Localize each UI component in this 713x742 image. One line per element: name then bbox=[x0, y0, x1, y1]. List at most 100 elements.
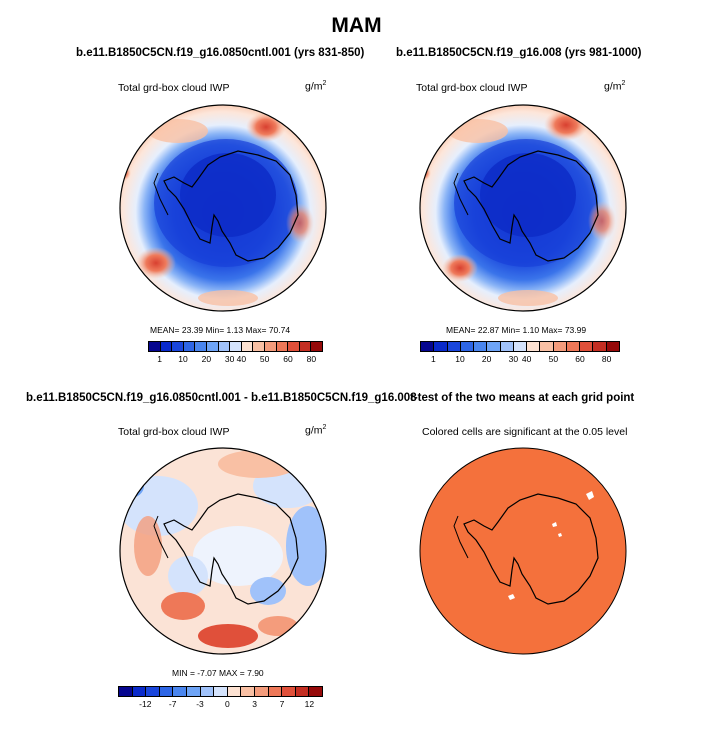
panel2-colorbar bbox=[420, 341, 620, 352]
panel2-map-border bbox=[419, 104, 627, 312]
colorbar-swatch bbox=[241, 342, 254, 351]
colorbar-swatch bbox=[149, 342, 161, 351]
colorbar-swatch bbox=[218, 342, 231, 351]
panel2-peninsula bbox=[453, 172, 469, 216]
panel2-map bbox=[419, 104, 627, 312]
colorbar-swatch bbox=[268, 687, 283, 696]
colorbar-swatch bbox=[173, 687, 187, 696]
colorbar-tick-label: 1 bbox=[430, 354, 436, 364]
colorbar-swatch bbox=[474, 342, 488, 351]
panel4-map-border bbox=[419, 447, 627, 655]
colorbar-swatch bbox=[159, 687, 174, 696]
colorbar-tick-label: 30 bbox=[508, 354, 519, 364]
panel1-stats: MEAN= 23.39 Min= 1.13 Max= 70.74 bbox=[150, 325, 291, 335]
colorbar-tick-label: 7 bbox=[279, 699, 285, 709]
colorbar-tick-label: 3 bbox=[252, 699, 258, 709]
colorbar-tick-label: 50 bbox=[548, 354, 559, 364]
panel4-subtitle: Colored cells are significant at the 0.0… bbox=[422, 426, 628, 438]
panel1-title: b.e11.B1850C5CN.f19_g16.0850cntl.001 (yr… bbox=[76, 47, 365, 59]
colorbar-swatch bbox=[447, 342, 461, 351]
colorbar-tick-label: 20 bbox=[201, 354, 212, 364]
panel3-subtitle: Total grd-box cloud IWP bbox=[118, 426, 230, 438]
colorbar-swatch bbox=[132, 687, 147, 696]
colorbar-swatch bbox=[460, 342, 475, 351]
colorbar-swatch bbox=[527, 342, 541, 351]
colorbar-swatch bbox=[282, 687, 296, 696]
panel2-colorbar-labels: 1 10 20 30 40 50 60 80 bbox=[420, 354, 620, 366]
panel4-title: t-test of the two means at each grid poi… bbox=[410, 392, 635, 404]
colorbar-swatch bbox=[254, 687, 269, 696]
panel1-map-border bbox=[119, 104, 327, 312]
colorbar-tick-label: 80 bbox=[306, 354, 317, 364]
colorbar-swatch bbox=[214, 687, 228, 696]
colorbar-swatch bbox=[299, 342, 312, 351]
colorbar-tick-label: 10 bbox=[455, 354, 465, 364]
colorbar-swatch bbox=[309, 687, 322, 696]
colorbar-swatch bbox=[119, 687, 133, 696]
panel2-coastline bbox=[463, 150, 599, 262]
colorbar-tick-label: 30 bbox=[224, 354, 235, 364]
panel1-coastline bbox=[163, 150, 299, 262]
colorbar-swatch bbox=[160, 342, 173, 351]
panel1-subtitle: Total grd-box cloud IWP bbox=[118, 82, 230, 94]
colorbar-swatch bbox=[487, 342, 501, 351]
panel1-units: g/m2 bbox=[305, 80, 327, 93]
colorbar-swatch bbox=[200, 687, 215, 696]
colorbar-swatch bbox=[288, 342, 300, 351]
colorbar-tick-label: 50 bbox=[259, 354, 270, 364]
panel3-stats: MIN = -7.07 MAX = 7.90 bbox=[172, 668, 264, 678]
colorbar-swatch bbox=[186, 687, 201, 696]
colorbar-tick-label: 80 bbox=[601, 354, 612, 364]
colorbar-tick-label: -3 bbox=[196, 699, 204, 709]
colorbar-swatch bbox=[513, 342, 528, 351]
panel2-title: b.e11.B1850C5CN.f19_g16.008 (yrs 981-100… bbox=[396, 47, 642, 59]
colorbar-swatch bbox=[606, 342, 619, 351]
colorbar-swatch bbox=[434, 342, 448, 351]
colorbar-tick-label: 0 bbox=[224, 699, 230, 709]
colorbar-swatch bbox=[253, 342, 265, 351]
colorbar-swatch bbox=[311, 342, 322, 351]
panel3-map bbox=[119, 447, 327, 655]
colorbar-swatch bbox=[264, 342, 277, 351]
panel2-units: g/m2 bbox=[604, 80, 626, 93]
main-title: MAM bbox=[331, 14, 382, 37]
colorbar-tick-label: 20 bbox=[481, 354, 492, 364]
panel3-units: g/m2 bbox=[305, 424, 327, 437]
colorbar-swatch bbox=[230, 342, 242, 351]
panel4-nonsignificant-cell bbox=[558, 533, 562, 537]
panel1-colorbar bbox=[148, 341, 323, 352]
colorbar-swatch bbox=[206, 342, 219, 351]
panel1-peninsula bbox=[153, 172, 169, 216]
panel3-map-border bbox=[119, 447, 327, 655]
colorbar-swatch bbox=[421, 342, 435, 351]
panel3-positive-region bbox=[161, 592, 205, 620]
colorbar-swatch bbox=[540, 342, 554, 351]
panel4-nonsignificant-cell bbox=[586, 491, 594, 500]
panel2-stats: MEAN= 22.87 Min= 1.10 Max= 73.99 bbox=[446, 325, 587, 335]
colorbar-swatch bbox=[500, 342, 514, 351]
colorbar-swatch bbox=[183, 342, 196, 351]
panel4-coastline bbox=[463, 493, 599, 605]
colorbar-swatch bbox=[227, 687, 242, 696]
colorbar-tick-label: 12 bbox=[304, 699, 315, 709]
colorbar-swatch bbox=[276, 342, 289, 351]
colorbar-swatch bbox=[580, 342, 594, 351]
colorbar-swatch bbox=[566, 342, 581, 351]
colorbar-tick-label: 40 bbox=[521, 354, 532, 364]
colorbar-tick-label: 60 bbox=[575, 354, 585, 364]
colorbar-swatch bbox=[295, 687, 310, 696]
colorbar-tick-label: 10 bbox=[178, 354, 188, 364]
colorbar-swatch bbox=[195, 342, 207, 351]
panel1-high-region bbox=[246, 112, 286, 142]
colorbar-tick-label: 40 bbox=[236, 354, 247, 364]
colorbar-tick-label: -12 bbox=[139, 699, 152, 709]
colorbar-swatch bbox=[593, 342, 607, 351]
panel4-map bbox=[419, 447, 627, 655]
panel4-nonsignificant-cell bbox=[552, 522, 557, 527]
colorbar-swatch bbox=[241, 687, 255, 696]
colorbar-tick-label: -7 bbox=[168, 699, 177, 709]
panel4-nonsignificant-cell bbox=[508, 594, 515, 600]
panel4-significance-fill bbox=[420, 448, 626, 654]
colorbar-swatch bbox=[553, 342, 567, 351]
colorbar-swatch bbox=[146, 687, 160, 696]
